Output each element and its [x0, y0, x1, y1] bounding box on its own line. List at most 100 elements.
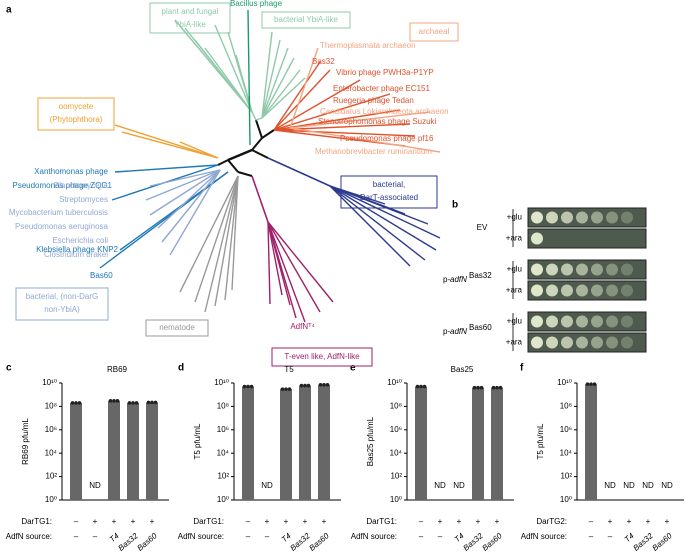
spot [576, 336, 588, 349]
y-axis-label: RB69 pfu/mL [21, 418, 30, 465]
branch [273, 61, 321, 131]
chart-title: Bas25 [451, 365, 474, 374]
row-value: – [438, 532, 443, 541]
y-axis-label: T5 pfu/mL [193, 423, 202, 460]
row-value: – [93, 532, 98, 541]
replicate-dot [150, 400, 154, 405]
leaf-label: Thermoplasmata archaeon [320, 41, 416, 50]
chart-title: T5 [284, 365, 294, 374]
replicate-dot [127, 401, 132, 405]
leaf-label: Methanobrevibacter ruminantium [315, 147, 432, 156]
replicate-dot [77, 401, 82, 405]
spot [561, 263, 573, 276]
spot [576, 315, 588, 328]
value-label: ND [89, 481, 101, 490]
leaf-label: Bacillus phage [230, 0, 283, 8]
y-tick-label: 10⁴ [390, 448, 403, 457]
spot [546, 284, 558, 297]
value-label: ND [642, 481, 654, 490]
replicate-dot [249, 384, 254, 389]
replicate-dot [112, 399, 116, 403]
spot [546, 263, 558, 276]
spot [546, 315, 558, 328]
row-label: DarTG1: [366, 517, 397, 526]
bar [299, 385, 311, 500]
leaf-label: Pseudomonas phage ZQG1 [12, 181, 112, 190]
spot [621, 315, 633, 328]
leaf-label: Candidatus Lokiarchaeota archaeon [320, 107, 449, 116]
row-value: Bas60 [650, 531, 674, 553]
branch [247, 9, 251, 146]
branch [261, 39, 281, 119]
row-value: + [495, 517, 500, 526]
replicate-dot [479, 385, 484, 390]
branch [267, 221, 283, 296]
branch [273, 79, 361, 131]
replicate-dot [246, 384, 250, 389]
branch [224, 175, 239, 301]
replicate-dot [287, 387, 292, 391]
value-label: ND [623, 481, 635, 490]
branch [121, 131, 219, 159]
row-value: Bas60 [480, 531, 504, 553]
leaf-label: Klebsiella phage KNP2 [36, 245, 118, 254]
row-label: AdfN source: [6, 532, 52, 541]
gene-name: adfN [450, 275, 467, 284]
y-tick-label: 10¹⁰ [557, 378, 572, 387]
bar [108, 400, 120, 500]
branch [273, 69, 331, 131]
branch [261, 77, 306, 119]
group-label: p- [443, 327, 450, 336]
group-box [340, 175, 438, 209]
group-box [271, 347, 373, 367]
branch [114, 164, 219, 173]
spot [591, 284, 603, 297]
replicate-dot [242, 384, 247, 389]
row-value: + [476, 517, 481, 526]
group-box [149, 2, 231, 34]
y-tick-label: 10⁴ [560, 448, 573, 457]
spot [531, 315, 543, 328]
leaf-label: Xanthomonas phage [34, 167, 108, 176]
spot [621, 284, 633, 297]
group-label: T-even like, AdfN-like [284, 352, 360, 361]
branch [329, 185, 441, 239]
row-label: +ara [506, 234, 523, 243]
value-label: ND [661, 481, 673, 490]
replicate-dot [422, 384, 427, 389]
leaf-label: Vibrio phage PWH3a-P1YP [336, 68, 434, 77]
y-tick-label: 10⁰ [45, 495, 57, 504]
row-value: – [74, 517, 79, 526]
row-value: + [627, 517, 632, 526]
branch [267, 221, 271, 305]
spot [546, 211, 558, 224]
bar [146, 402, 158, 500]
branch [204, 47, 253, 113]
row-label: +ara [506, 338, 523, 347]
replicate-dot [70, 401, 75, 405]
branch [251, 111, 257, 121]
group-box [409, 22, 459, 42]
branch [214, 175, 239, 307]
branch [273, 109, 401, 131]
group-label: oomycete [59, 102, 94, 111]
row-value: Bas60 [135, 531, 159, 553]
y-tick-label: 10⁴ [217, 448, 230, 457]
group-label: DarT-associated [360, 193, 418, 202]
panel-letter: c [6, 363, 12, 374]
replicate-dot [592, 382, 597, 386]
leaf-label: Planctomycetia [54, 181, 109, 190]
branch [273, 129, 416, 137]
group-box [261, 11, 351, 29]
branch [267, 157, 331, 187]
branch [261, 31, 273, 119]
bar [318, 384, 330, 500]
replicate-dot [131, 401, 135, 405]
group-box [15, 287, 109, 321]
spot [621, 211, 633, 224]
branch [261, 47, 289, 119]
branch [289, 111, 431, 129]
replicate-dot [498, 385, 503, 390]
branch [194, 175, 239, 303]
group-label: nematode [159, 323, 195, 332]
